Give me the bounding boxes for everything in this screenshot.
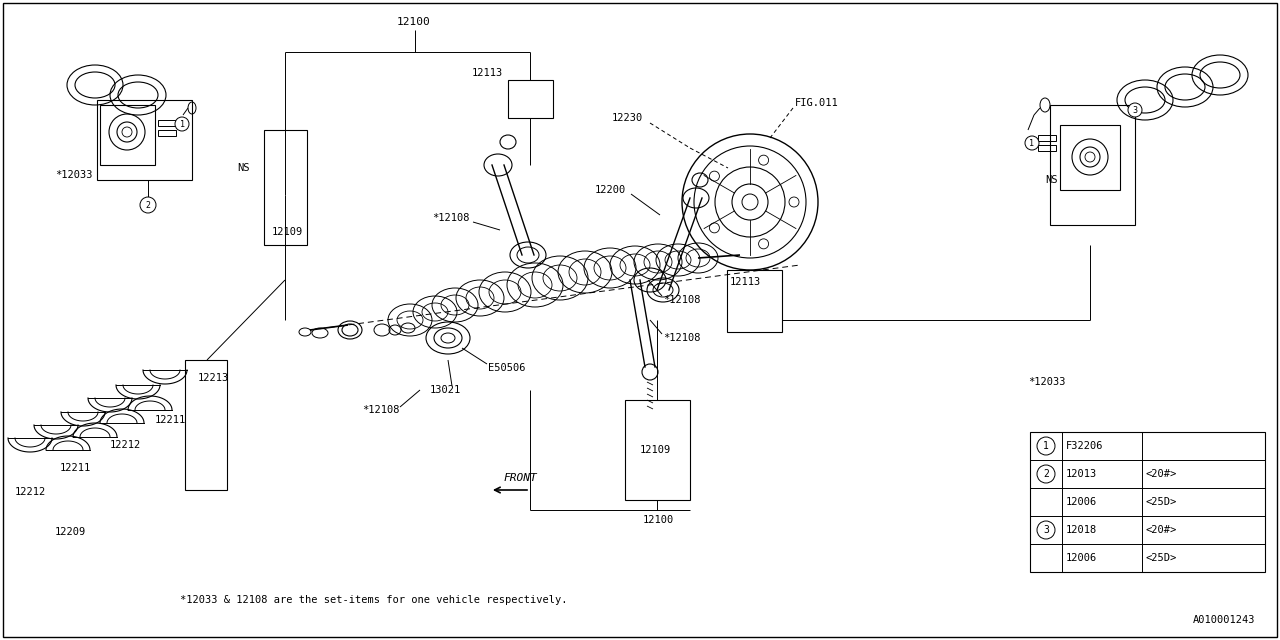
Bar: [100, 105, 155, 165]
Text: *12108: *12108: [433, 213, 470, 223]
Circle shape: [1037, 521, 1055, 539]
Text: NS: NS: [1044, 175, 1057, 185]
Text: 12018: 12018: [1066, 525, 1097, 535]
Circle shape: [175, 117, 189, 131]
Text: 12213: 12213: [198, 373, 229, 383]
Text: E50506: E50506: [488, 363, 526, 373]
Text: 1: 1: [1043, 441, 1048, 451]
Bar: [1038, 145, 1056, 151]
Text: 1: 1: [179, 120, 184, 129]
Bar: [264, 130, 307, 245]
Text: FRONT: FRONT: [503, 473, 536, 483]
Bar: [1038, 135, 1056, 141]
Bar: [508, 80, 553, 118]
Circle shape: [140, 197, 156, 213]
Text: F32206: F32206: [1066, 441, 1103, 451]
Text: <20#>: <20#>: [1146, 469, 1178, 479]
Text: *12033: *12033: [1028, 377, 1065, 387]
Circle shape: [1037, 437, 1055, 455]
Bar: [157, 120, 177, 126]
Text: 13021: 13021: [430, 385, 461, 395]
Circle shape: [1025, 136, 1039, 150]
Text: 1: 1: [1029, 138, 1034, 147]
Bar: [1050, 105, 1135, 225]
Text: *12108: *12108: [362, 405, 399, 415]
Text: 12212: 12212: [15, 487, 46, 497]
Circle shape: [1037, 465, 1055, 483]
Text: <20#>: <20#>: [1146, 525, 1178, 535]
Bar: [97, 100, 192, 180]
Text: 3: 3: [1043, 525, 1048, 535]
Text: <25D>: <25D>: [1146, 553, 1178, 563]
Text: 12100: 12100: [643, 515, 675, 525]
Text: 12209: 12209: [55, 527, 86, 537]
Text: FIG.011: FIG.011: [795, 98, 838, 108]
Text: 12113: 12113: [472, 68, 503, 78]
Text: *12033: *12033: [55, 170, 92, 180]
Text: 12013: 12013: [1066, 469, 1097, 479]
Bar: [727, 270, 782, 332]
Text: 12212: 12212: [110, 440, 141, 450]
Circle shape: [1128, 103, 1142, 117]
Text: *12033 & 12108 are the set-items for one vehicle respectively.: *12033 & 12108 are the set-items for one…: [180, 595, 567, 605]
Text: 12100: 12100: [397, 17, 431, 27]
Text: *12108: *12108: [663, 333, 700, 343]
Text: 12006: 12006: [1066, 553, 1097, 563]
Text: A010001243: A010001243: [1193, 615, 1254, 625]
Text: 3: 3: [1133, 106, 1138, 115]
Text: 2: 2: [146, 200, 151, 209]
Text: 12006: 12006: [1066, 497, 1097, 507]
Text: <25D>: <25D>: [1146, 497, 1178, 507]
Bar: [1030, 432, 1265, 572]
Bar: [157, 130, 177, 136]
Text: 12200: 12200: [595, 185, 626, 195]
Text: 2: 2: [1043, 469, 1048, 479]
Text: 12230: 12230: [612, 113, 644, 123]
Bar: [1060, 125, 1120, 190]
Text: 12211: 12211: [60, 463, 91, 473]
Text: 12109: 12109: [273, 227, 303, 237]
Text: 12211: 12211: [155, 415, 187, 425]
Text: *12108: *12108: [663, 295, 700, 305]
Text: 12109: 12109: [640, 445, 671, 455]
Bar: [186, 360, 227, 490]
Text: 12113: 12113: [730, 277, 762, 287]
Text: NS: NS: [237, 163, 250, 173]
Bar: [625, 400, 690, 500]
